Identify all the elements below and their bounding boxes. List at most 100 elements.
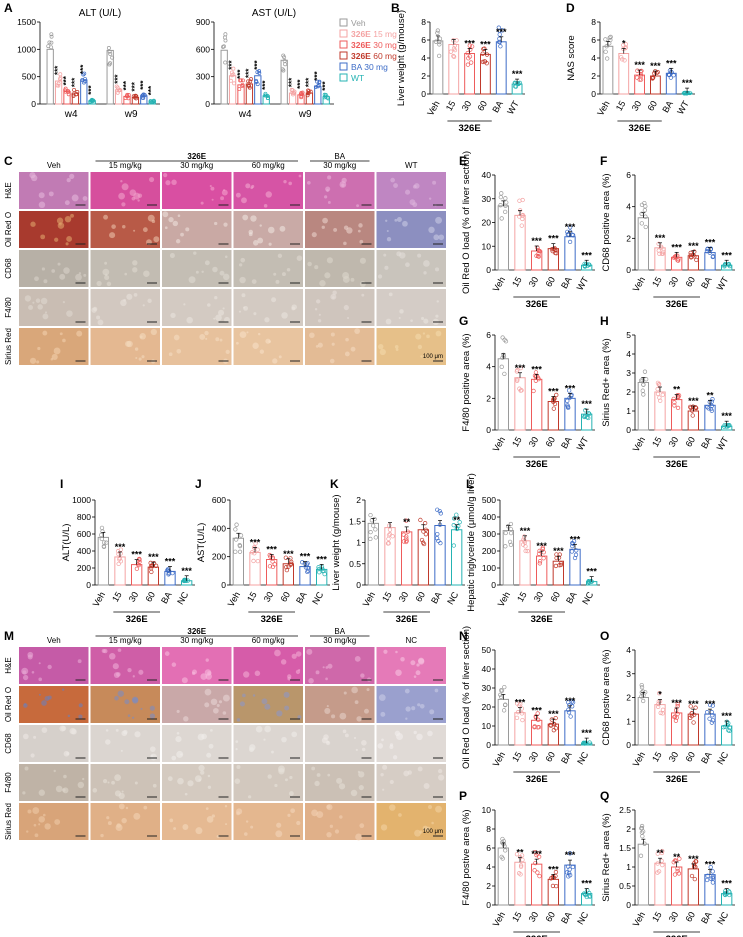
significance-mark: ***: [283, 549, 294, 559]
data-point: [451, 516, 457, 521]
tissue-texture: [33, 735, 37, 739]
y-axis-label: AST(U/L): [196, 523, 207, 563]
significance-mark: ***: [650, 61, 661, 71]
significance-mark: ***: [655, 233, 666, 243]
data-point: [305, 569, 310, 575]
data-point: [423, 532, 429, 537]
data-point: [642, 207, 648, 213]
x-tick-label: BA: [159, 590, 174, 605]
significance-mark: ***: [181, 566, 192, 576]
x-tick-label: w9: [298, 109, 312, 120]
data-point: [267, 564, 273, 569]
data-point: [284, 567, 290, 573]
data-point: [708, 865, 713, 870]
tissue-texture: [267, 774, 272, 779]
data-point: [553, 869, 559, 875]
tissue-texture: [295, 651, 302, 657]
tissue-texture: [246, 331, 249, 334]
data-point: [675, 866, 680, 871]
x-tick-label: 30: [527, 435, 541, 449]
y-tick-label: 2: [356, 495, 361, 505]
tissue-texture: [286, 267, 291, 272]
data-point: [635, 68, 640, 73]
x-tick-label: WT: [715, 275, 731, 293]
tissue-texture: [412, 184, 417, 189]
x-tick-label: 30: [532, 590, 546, 604]
tissue-texture: [306, 648, 313, 655]
tissue-texture: [381, 738, 384, 742]
data-point: [435, 507, 440, 512]
tissue-texture: [417, 766, 423, 772]
tissue-texture: [67, 714, 71, 718]
tissue-texture: [224, 805, 228, 808]
data-point: [522, 538, 527, 543]
x-tick-label: NC: [310, 590, 325, 607]
tissue-texture: [106, 281, 112, 287]
tissue-tile: [89, 763, 161, 802]
tissue-texture: [96, 280, 102, 287]
data-point: [677, 856, 682, 861]
significance-mark: ***: [671, 242, 682, 252]
panel-letter-Q: Q: [600, 789, 609, 803]
tissue-texture: [263, 738, 266, 741]
data-point: [549, 247, 555, 252]
data-point: [572, 555, 578, 561]
tissue-texture: [298, 668, 301, 672]
significance-mark: ***: [130, 81, 139, 91]
y-tick-label: 600: [196, 44, 210, 54]
bar: [434, 525, 446, 586]
tissue-texture: [96, 315, 101, 320]
tissue-texture: [339, 712, 347, 720]
data-point: [508, 521, 514, 527]
tissue-texture: [129, 189, 137, 197]
tissue-texture: [234, 778, 241, 784]
x-tick-label: WT: [675, 99, 691, 117]
tissue-tile: [304, 685, 376, 724]
tissue-texture: [308, 678, 314, 684]
tissue-texture: [104, 261, 108, 265]
data-point: [638, 378, 644, 383]
tissue-texture: [296, 255, 303, 261]
y-tick-label: 500: [22, 72, 36, 82]
tissue-texture: [326, 804, 333, 811]
tissue-texture: [38, 816, 45, 823]
data-point: [315, 84, 320, 89]
panel-letter-H: H: [600, 314, 609, 328]
chart-H: 0 1 2 3 4 5 Sirius Red+ area (%) Veh 15 ** 30 *** 60…: [601, 330, 735, 470]
data-point: [114, 84, 119, 89]
x-tick-label: 30: [667, 435, 681, 449]
tissue-texture: [44, 311, 48, 314]
tissue-texture: [402, 220, 408, 227]
tissue-texture: [281, 736, 287, 743]
panel-letter-N: N: [459, 629, 468, 643]
data-point: [565, 403, 570, 408]
significance-mark: ***: [721, 250, 732, 260]
tissue-texture: [393, 183, 398, 188]
tissue-texture: [326, 831, 332, 838]
tissue-tile: [375, 763, 447, 802]
bar: [637, 697, 650, 746]
x-tick-label: 15: [245, 590, 259, 604]
tissue-texture: [207, 303, 211, 307]
y-axis-label: Liver weight (g/mouse): [396, 10, 407, 106]
data-point: [403, 539, 409, 545]
tissue-tile: [18, 249, 90, 288]
tissue-tile: [18, 685, 90, 724]
tissue-texture: [134, 781, 138, 785]
column-header: Veh: [47, 161, 61, 170]
tissue-texture: [225, 349, 230, 354]
data-point: [553, 563, 559, 569]
tissue-texture: [236, 718, 241, 722]
data-point: [723, 892, 728, 898]
group-label: 326E: [396, 614, 418, 625]
data-point: [305, 568, 311, 574]
tissue-texture: [133, 293, 138, 297]
y-tick-label: 20: [482, 218, 492, 228]
tissue-texture: [116, 823, 121, 828]
data-point: [246, 83, 251, 88]
data-point: [149, 569, 154, 575]
data-point: [659, 244, 664, 249]
data-point: [237, 87, 242, 92]
group-label: 326E: [531, 614, 553, 625]
data-point: [565, 398, 570, 403]
